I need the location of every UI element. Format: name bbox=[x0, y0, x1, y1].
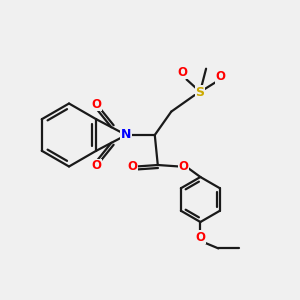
Text: O: O bbox=[178, 160, 189, 173]
Text: S: S bbox=[196, 85, 205, 99]
Text: O: O bbox=[195, 231, 206, 244]
Text: O: O bbox=[91, 159, 101, 172]
Text: O: O bbox=[177, 66, 187, 79]
Text: O: O bbox=[215, 70, 225, 83]
Text: O: O bbox=[91, 98, 101, 111]
Text: N: N bbox=[121, 128, 131, 142]
Text: O: O bbox=[128, 160, 138, 173]
